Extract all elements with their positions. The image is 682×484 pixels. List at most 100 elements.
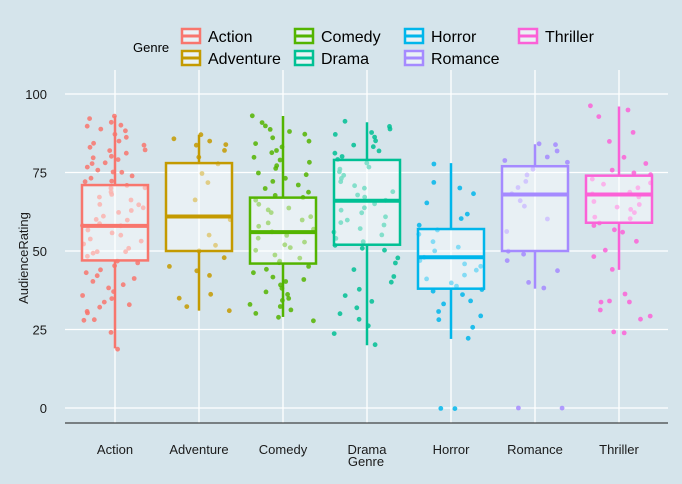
data-point [135, 260, 141, 266]
data-point [634, 238, 639, 244]
data-point [286, 205, 292, 211]
data-point [352, 183, 357, 189]
data-point [136, 202, 142, 208]
data-point [95, 167, 101, 173]
data-point [259, 120, 265, 125]
data-point [432, 248, 438, 254]
data-point [140, 205, 146, 211]
data-point [287, 129, 292, 134]
data-point [354, 305, 360, 311]
data-point [184, 304, 190, 309]
data-point [635, 185, 641, 191]
y-tick-label: 0 [40, 401, 47, 416]
data-point [308, 214, 314, 220]
data-point [108, 185, 114, 191]
data-point [118, 232, 124, 238]
data-point [142, 185, 148, 191]
data-point [221, 255, 227, 261]
legend-item-drama: Drama [293, 49, 369, 68]
data-point [263, 289, 269, 295]
data-point [97, 194, 102, 200]
data-point [253, 197, 259, 203]
data-point [373, 138, 378, 144]
data-point [82, 179, 88, 185]
box-iqr [80, 183, 150, 262]
data-point [251, 154, 257, 160]
data-point [591, 223, 597, 228]
data-point [265, 220, 271, 226]
data-point [256, 201, 262, 207]
data-point [274, 148, 279, 153]
data-point [118, 122, 124, 128]
data-point [452, 406, 458, 411]
data-point [171, 136, 177, 142]
data-point [101, 299, 107, 305]
data-point [430, 239, 436, 245]
data-point [126, 245, 132, 251]
data-point [462, 272, 467, 278]
data-point [647, 313, 653, 319]
data-point [288, 307, 294, 313]
data-point [102, 160, 108, 166]
data-point [84, 123, 90, 129]
data-point [356, 316, 362, 322]
data-point [431, 161, 437, 167]
data-point [370, 144, 376, 150]
data-point [351, 142, 357, 148]
legend-label: Horror [431, 29, 477, 46]
data-point [470, 324, 476, 330]
data-point [302, 131, 308, 137]
data-point [264, 266, 269, 272]
data-point [253, 141, 258, 147]
data-point [591, 199, 597, 204]
data-point [366, 164, 372, 170]
data-point [307, 159, 312, 165]
data-point [601, 181, 606, 187]
data-point [286, 296, 292, 301]
data-point [357, 226, 363, 232]
data-point [123, 150, 129, 156]
data-point [90, 279, 96, 284]
data-point [382, 247, 387, 253]
data-point [636, 202, 642, 207]
data-point [208, 291, 214, 297]
data-point [255, 235, 261, 241]
data-point [306, 189, 311, 195]
data-point [536, 141, 542, 147]
y-tick-label: 100 [25, 87, 47, 102]
data-point [109, 178, 115, 184]
legend: Genre Action Adventure Comedy Drama Horror Ro… [133, 27, 595, 68]
data-point [123, 134, 129, 140]
data-point [167, 264, 172, 269]
data-point [267, 126, 273, 132]
box-romance [500, 141, 570, 411]
data-point [342, 118, 348, 124]
data-point [131, 276, 137, 281]
data-point [205, 180, 211, 186]
data-point [285, 292, 290, 297]
y-tick-label: 75 [33, 166, 47, 181]
data-point [123, 128, 128, 134]
data-point [87, 236, 93, 242]
data-point [376, 148, 382, 154]
x-tick-label: Comedy [259, 442, 308, 457]
data-point [109, 230, 115, 236]
data-point [223, 142, 229, 148]
data-point [109, 192, 115, 197]
data-point [306, 264, 311, 269]
data-point [342, 293, 348, 298]
data-point [199, 171, 205, 176]
data-point [263, 123, 268, 129]
data-point [381, 222, 387, 228]
data-point [589, 176, 595, 182]
data-point [302, 239, 307, 245]
data-point [115, 157, 121, 163]
data-point [124, 217, 130, 223]
data-point [222, 148, 227, 153]
data-point [638, 316, 643, 322]
data-point [337, 311, 343, 317]
data-point [416, 222, 422, 228]
data-point [565, 159, 570, 165]
data-point [351, 267, 357, 272]
data-point [287, 245, 293, 251]
